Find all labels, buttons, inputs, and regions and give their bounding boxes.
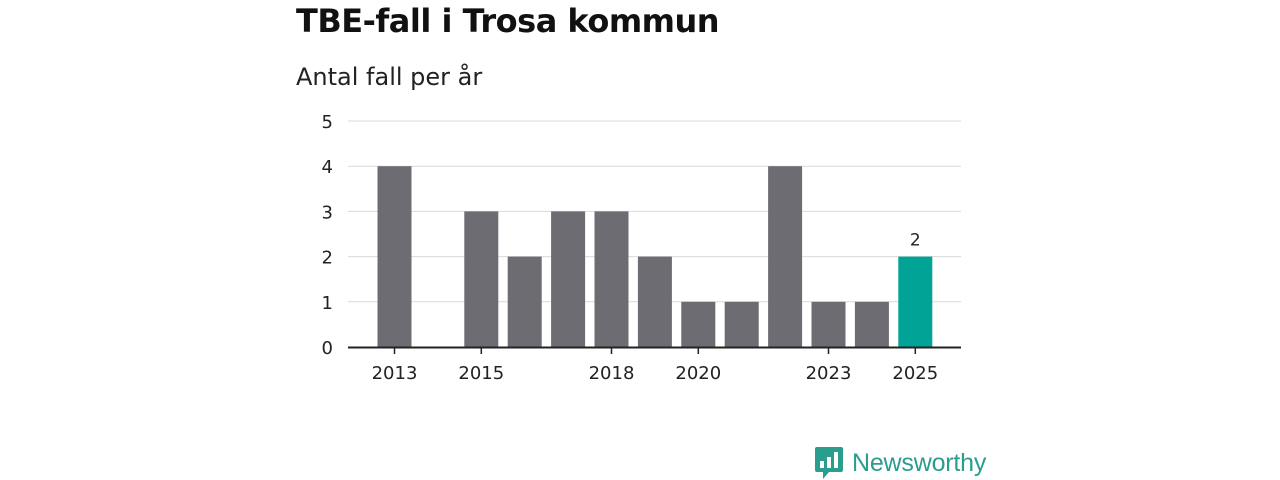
labels: 2 — [910, 231, 921, 251]
x-tick-label-2018: 2018 — [589, 363, 635, 384]
data-label-2025: 2 — [910, 231, 921, 251]
axes: 0 1 2 3 4 5 2013 2015 2018 2020 2023 2025 — [322, 112, 961, 384]
x-tick-label-2013: 2013 — [372, 363, 418, 384]
bar-2025 — [898, 256, 933, 347]
y-tick-label-4: 4 — [322, 157, 333, 178]
bar-2019 — [637, 256, 672, 347]
brand-name: Newsworthy — [852, 448, 987, 477]
x-tick-label-2025: 2025 — [892, 363, 938, 384]
y-tick-label-1: 1 — [322, 293, 333, 314]
x-tick-label-2015: 2015 — [458, 363, 504, 384]
x-tick-label-2023: 2023 — [806, 363, 852, 384]
bar-2021 — [724, 301, 759, 347]
y-tick-label-2: 2 — [322, 248, 333, 269]
bar-2018 — [594, 211, 629, 347]
x-tick-label-2020: 2020 — [675, 363, 721, 384]
y-tick-label-3: 3 — [322, 202, 333, 223]
bar-2023 — [811, 301, 846, 347]
bar-2013 — [377, 166, 412, 347]
bar-2024 — [854, 301, 889, 347]
y-tick-label-5: 5 — [322, 112, 333, 133]
y-tick-label-0: 0 — [322, 338, 333, 359]
bars — [377, 166, 933, 347]
bar-2020 — [681, 301, 716, 347]
bar-2015 — [464, 211, 499, 347]
chart-title: TBE-fall i Trosa kommun — [296, 2, 720, 40]
bar-2016 — [507, 256, 542, 347]
chart-subtitle: Antal fall per år — [296, 63, 483, 91]
bar-2017 — [551, 211, 586, 347]
brand-logo: Newsworthy — [814, 446, 986, 480]
bar-2022 — [768, 166, 803, 347]
bar-chart-speech-icon — [815, 447, 843, 479]
